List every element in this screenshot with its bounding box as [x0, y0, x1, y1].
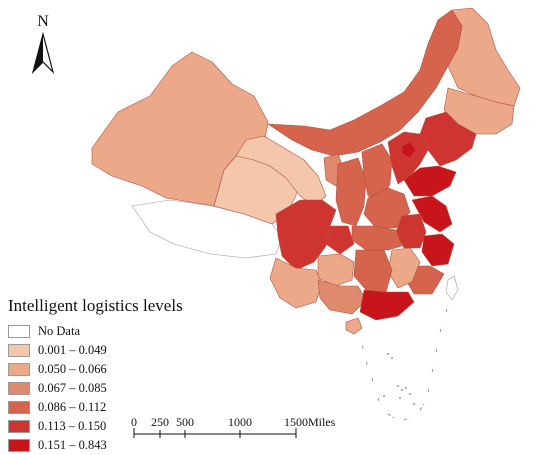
legend: No Data 0.001 – 0.049 0.050 – 0.066 0.06…	[8, 322, 107, 455]
scale-tick-0: 0	[131, 415, 137, 429]
islands	[383, 353, 415, 405]
region-zhejiang	[421, 233, 455, 267]
north-arrow-letter: N	[37, 13, 49, 30]
scale-bar: 0 250 500 1000 1500 Miles	[131, 415, 336, 438]
region-chongqing	[325, 225, 355, 255]
legend-item: 0.050 – 0.066	[8, 360, 107, 379]
region-gansu	[235, 135, 327, 207]
legend-title: Intelligent logistics levels	[8, 296, 183, 315]
legend-label: 0.113 – 0.150	[38, 419, 107, 433]
legend-swatch	[8, 363, 30, 376]
legend-item: 0.067 – 0.085	[8, 379, 107, 398]
region-guangxi	[317, 279, 367, 315]
region-hubei	[351, 225, 403, 251]
legend-item: 0.113 – 0.150	[8, 417, 107, 436]
region-yunnan	[269, 257, 323, 309]
legend-swatch	[8, 401, 30, 414]
legend-swatch	[8, 382, 30, 395]
legend-label: No Data	[38, 324, 80, 338]
legend-item: 0.001 – 0.049	[8, 341, 107, 360]
region-jiangsu	[411, 195, 453, 233]
scale-tick-1500: 1500	[284, 415, 308, 429]
region-guangdong	[359, 289, 415, 321]
legend-label: 0.050 – 0.066	[38, 362, 107, 376]
region-shandong	[403, 165, 457, 197]
region-sichuan	[275, 199, 337, 271]
region-tibet	[131, 199, 283, 259]
scale-tick-500: 500	[176, 415, 194, 429]
scale-unit: Miles	[308, 415, 336, 429]
legend-label: 0.086 – 0.112	[38, 400, 107, 414]
north-arrow: N	[31, 13, 55, 74]
scale-tick-250: 250	[151, 415, 169, 429]
legend-item: No Data	[8, 322, 107, 341]
scale-tick-1000: 1000	[228, 415, 252, 429]
region-hebei	[387, 131, 429, 185]
legend-label: 0.067 – 0.085	[38, 381, 107, 395]
legend-swatch	[8, 325, 30, 338]
legend-item: 0.151 – 0.843	[8, 436, 107, 455]
region-taiwan	[445, 275, 459, 301]
legend-swatch	[8, 344, 30, 357]
region-hainan	[345, 317, 363, 335]
legend-label: 0.001 – 0.049	[38, 343, 107, 357]
region-hunan	[353, 249, 393, 293]
legend-item: 0.086 – 0.112	[8, 398, 107, 417]
region-shaanxi	[335, 157, 367, 227]
legend-swatch	[8, 420, 30, 433]
south-china-sea-inset	[361, 305, 449, 421]
region-beijing-tianjin	[401, 141, 417, 159]
legend-swatch	[8, 439, 30, 452]
legend-label: 0.151 – 0.843	[38, 438, 107, 452]
